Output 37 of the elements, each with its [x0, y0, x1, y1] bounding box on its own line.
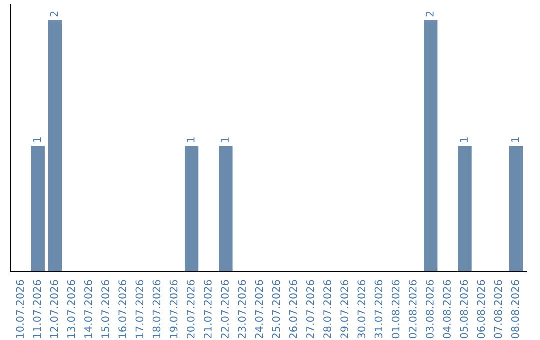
data-label: 1 [460, 138, 468, 142]
x-tick-label: 28.07.2026 [324, 280, 332, 339]
data-label: 1 [512, 138, 520, 142]
x-tick-label: 07.08.2026 [494, 280, 502, 339]
x-tick-label: 30.07.2026 [358, 280, 366, 338]
x-tick-label: 19.07.2026 [170, 280, 178, 338]
x-tick-label: 06.08.2026 [477, 280, 486, 339]
x-tick-label: 29.07.2026 [340, 280, 349, 339]
x-tick-label: 16.07.2026 [118, 280, 127, 338]
x-tick-label: 15.07.2026 [102, 280, 110, 338]
x-tick-label: 18.07.2026 [152, 280, 161, 338]
x-tick-label: 31.07.2026 [374, 280, 383, 338]
x-tick-label: 21.07.2026 [204, 280, 212, 339]
x-tick-label: 22.07.2026 [221, 280, 229, 339]
x-tick-label: 10.07.2026 [16, 280, 24, 338]
data-label: 2 [426, 12, 434, 17]
x-tick-label: 14.07.2026 [84, 280, 92, 338]
x-tick-label: 26.07.2026 [289, 280, 298, 339]
x-tick-label: 04.08.2026 [443, 280, 451, 339]
x-tick-label: 08.08.2026 [511, 280, 520, 339]
x-tick-label: 17.07.2026 [136, 280, 144, 338]
x-tick-label: 24.07.2026 [255, 280, 264, 339]
x-tick-label: 05.08.2026 [460, 280, 468, 339]
x-tick-label: 12.07.2026 [50, 280, 58, 338]
x-tick-label: 03.08.2026 [426, 280, 434, 339]
x-tick-label: 20.07.2026 [186, 280, 195, 339]
x-tick-label: 23.07.2026 [238, 280, 246, 339]
x-tick-label: 13.07.2026 [67, 280, 76, 338]
data-label: 1 [221, 138, 229, 142]
x-tick-label: 25.07.2026 [272, 280, 280, 339]
x-tick-label: 02.08.2026 [408, 280, 417, 339]
x-tick-label: 27.07.2026 [306, 280, 314, 339]
data-label: 1 [187, 138, 195, 142]
x-tick-label: 01.08.2026 [392, 280, 400, 339]
x-tick-label: 11.07.2026 [33, 280, 42, 338]
data-label: 2 [50, 12, 58, 17]
data-label: 1 [33, 138, 41, 142]
